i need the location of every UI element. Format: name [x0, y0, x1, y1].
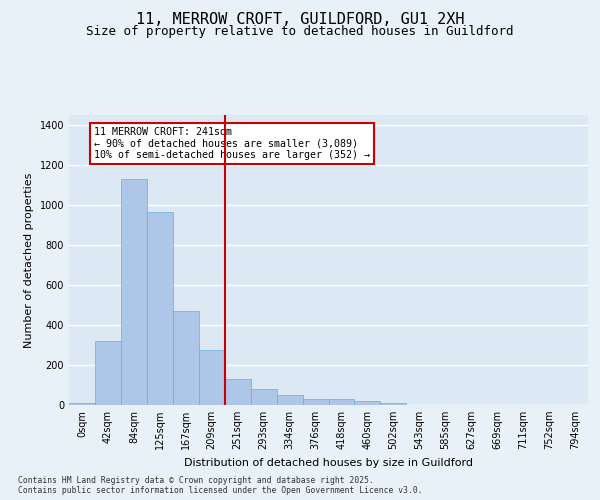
Bar	[173, 311, 199, 405]
Bar	[225, 379, 251, 405]
X-axis label: Distribution of detached houses by size in Guildford: Distribution of detached houses by size …	[184, 458, 473, 468]
Bar	[147, 212, 173, 405]
Bar	[380, 403, 406, 405]
Bar	[69, 403, 95, 405]
Bar	[302, 399, 329, 405]
Bar	[329, 400, 355, 405]
Bar	[199, 350, 224, 405]
Text: Contains HM Land Registry data © Crown copyright and database right 2025.
Contai: Contains HM Land Registry data © Crown c…	[18, 476, 422, 495]
Text: 11, MERROW CROFT, GUILDFORD, GU1 2XH: 11, MERROW CROFT, GUILDFORD, GU1 2XH	[136, 12, 464, 28]
Bar	[95, 341, 121, 405]
Bar	[251, 389, 277, 405]
Text: Size of property relative to detached houses in Guildford: Size of property relative to detached ho…	[86, 25, 514, 38]
Bar	[355, 400, 380, 405]
Text: 11 MERROW CROFT: 241sqm
← 90% of detached houses are smaller (3,089)
10% of semi: 11 MERROW CROFT: 241sqm ← 90% of detache…	[94, 127, 370, 160]
Bar	[121, 179, 147, 405]
Bar	[277, 396, 302, 405]
Y-axis label: Number of detached properties: Number of detached properties	[24, 172, 34, 348]
